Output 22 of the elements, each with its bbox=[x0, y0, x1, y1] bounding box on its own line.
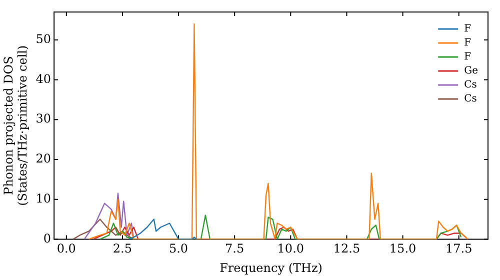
y-tick-label: 30 bbox=[36, 112, 52, 126]
y-tick-label: 40 bbox=[36, 72, 52, 86]
y-tick-label: 0 bbox=[43, 231, 52, 246]
x-tick-label: 15.0 bbox=[389, 242, 416, 256]
legend-label: F bbox=[464, 52, 472, 63]
x-tick-label: 2.5 bbox=[112, 242, 132, 256]
y-tick-label: 20 bbox=[36, 152, 52, 166]
legend-label: Cs bbox=[464, 94, 477, 105]
x-axis-title: Frequency (THz) bbox=[220, 260, 322, 275]
legend-label: F bbox=[464, 38, 472, 49]
legend-label: Cs bbox=[464, 80, 477, 91]
y-tick-label: 10 bbox=[36, 191, 52, 206]
x-tick-label: 10.0 bbox=[277, 242, 304, 256]
x-tick-label: 5.0 bbox=[168, 242, 188, 256]
y-tick-label: 50 bbox=[36, 32, 52, 46]
x-tick-label: 0.0 bbox=[56, 242, 76, 256]
x-tick-label: 17.5 bbox=[445, 242, 472, 256]
legend-label: F bbox=[464, 24, 472, 35]
legend-label: Ge bbox=[464, 66, 478, 77]
y-axis-title: Phonon projected DOS (States/THz·primitive cell) bbox=[1, 45, 30, 206]
x-tick-label: 12.5 bbox=[333, 242, 360, 256]
x-tick-label: 7.5 bbox=[225, 242, 244, 256]
